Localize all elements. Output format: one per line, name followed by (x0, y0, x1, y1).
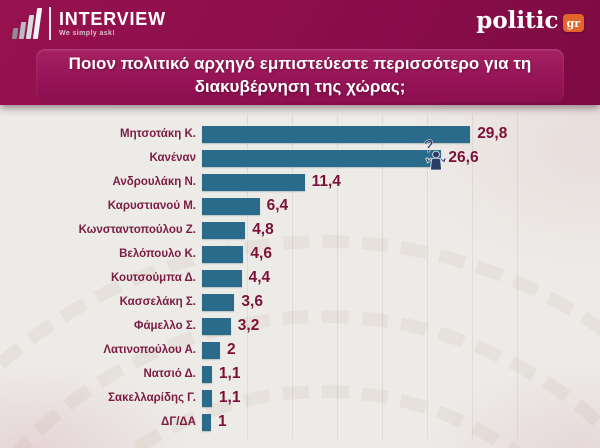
bar-value: 3,6 (241, 293, 263, 310)
bar-row: Μητσοτάκη Κ. 29,8 (0, 122, 600, 146)
bar-label: Φάμελλο Σ. (134, 320, 196, 332)
interview-logo: INTERVIEW We simply ask! (11, 7, 166, 40)
bar-label: Ανδρουλάκη Ν. (112, 176, 196, 188)
interview-tagline: We simply ask! (59, 30, 116, 37)
gridline (517, 114, 518, 439)
bar-label: Λατινοπούλου Α. (103, 344, 196, 356)
rising-bars-icon (11, 8, 43, 39)
bar-value: 2 (227, 341, 236, 358)
bar-row: Σακελλαρίδης Γ. 1,1 (0, 386, 600, 410)
poll-question-box: Ποιον πολιτικό αρχηγό εμπιστεύεστε περισ… (36, 49, 564, 102)
gridline (292, 114, 293, 439)
bar (202, 365, 212, 383)
bar (202, 125, 471, 143)
bar (202, 389, 212, 407)
bar-value: 1,1 (218, 389, 241, 406)
bar-row: Φάμελλο Σ. 3,2 (0, 314, 600, 338)
bar-label: Κωνσταντοπούλου Ζ. (78, 224, 196, 236)
bar-value: 26,6 (448, 149, 479, 166)
bar-row: Καρυστιανού Μ. 6,4 (0, 194, 600, 218)
bar (202, 197, 260, 215)
bar-value: 11,4 (311, 173, 341, 190)
bar (202, 341, 220, 359)
logo-divider (49, 7, 51, 40)
bar-label: Καρυστιανού Μ. (107, 200, 196, 212)
bar-row: Κουτσούμπα Δ. 4,4 (0, 266, 600, 290)
bar-row: Βελόπουλο Κ. 4,6 (0, 242, 600, 266)
bar (202, 221, 246, 239)
bar-value: 3,2 (237, 317, 260, 334)
politic-logo-text: politic (476, 7, 559, 34)
bar-label: Νατσιό Δ. (143, 368, 196, 380)
bar-row: Κασσελάκη Σ. 3,6 (0, 290, 600, 314)
header: INTERVIEW We simply ask! politic gr Ποιο… (0, 0, 600, 105)
gridline (472, 114, 473, 439)
bar-label: Σακελλαρίδης Γ. (108, 392, 196, 404)
bar-row: Νατσιό Δ. 1,1 (0, 362, 600, 386)
bar-value: 4,4 (248, 269, 271, 286)
politic-logo: politic gr (476, 9, 584, 33)
bar (202, 149, 442, 167)
bar (202, 269, 242, 287)
bar-label: Κασσελάκη Σ. (119, 296, 196, 308)
bar (202, 245, 244, 263)
bar-value: 4,6 (250, 245, 272, 262)
parliament-watermark-background (0, 105, 600, 448)
bar (202, 413, 211, 431)
bar-label: ΔΓ/ΔΑ (161, 416, 196, 428)
bar-chart: Μητσοτάκη Κ. 29,8 Κανέναν 26,6 Ανδρουλάκη Ν.… (0, 105, 600, 448)
bar-label: Κανέναν (149, 152, 196, 164)
bar (202, 317, 231, 335)
poll-question-title: Ποιον πολιτικό αρχηγό εμπιστεύεστε περισ… (68, 54, 532, 96)
bar-row: Κανέναν 26,6 (0, 146, 600, 170)
bar (202, 293, 235, 311)
bar-value: 29,8 (477, 125, 508, 142)
bar-label: Κουτσούμπα Δ. (111, 272, 196, 284)
bar-value: 6,4 (266, 197, 289, 214)
bar (202, 173, 305, 191)
bar-value: 4,8 (252, 221, 274, 238)
bar-row: Ανδρουλάκη Ν. 11,4 (0, 170, 600, 194)
chart-rows: Μητσοτάκη Κ. 29,8 Κανέναν 26,6 Ανδρουλάκη Ν.… (0, 122, 600, 434)
bar-row: Λατινοπούλου Α. 2 (0, 338, 600, 362)
bar-label: Μητσοτάκη Κ. (119, 128, 196, 140)
gridline (382, 114, 383, 439)
bar-value: 1 (218, 413, 227, 430)
bar-row: ΔΓ/ΔΑ 1 (0, 410, 600, 434)
gridline (427, 114, 428, 439)
bar-label: Βελόπουλο Κ. (119, 248, 196, 260)
interview-logo-text: INTERVIEW (59, 9, 166, 29)
gridline (247, 114, 248, 439)
svg-text:?: ? (422, 137, 437, 157)
bar-row: Κωνσταντοπούλου Ζ. 4,8 (0, 218, 600, 242)
bar-value: 1,1 (218, 365, 241, 382)
shrugging-person-question-icon: ? (422, 137, 448, 171)
gridline (337, 114, 338, 439)
politic-gr-badge: gr (562, 14, 584, 32)
